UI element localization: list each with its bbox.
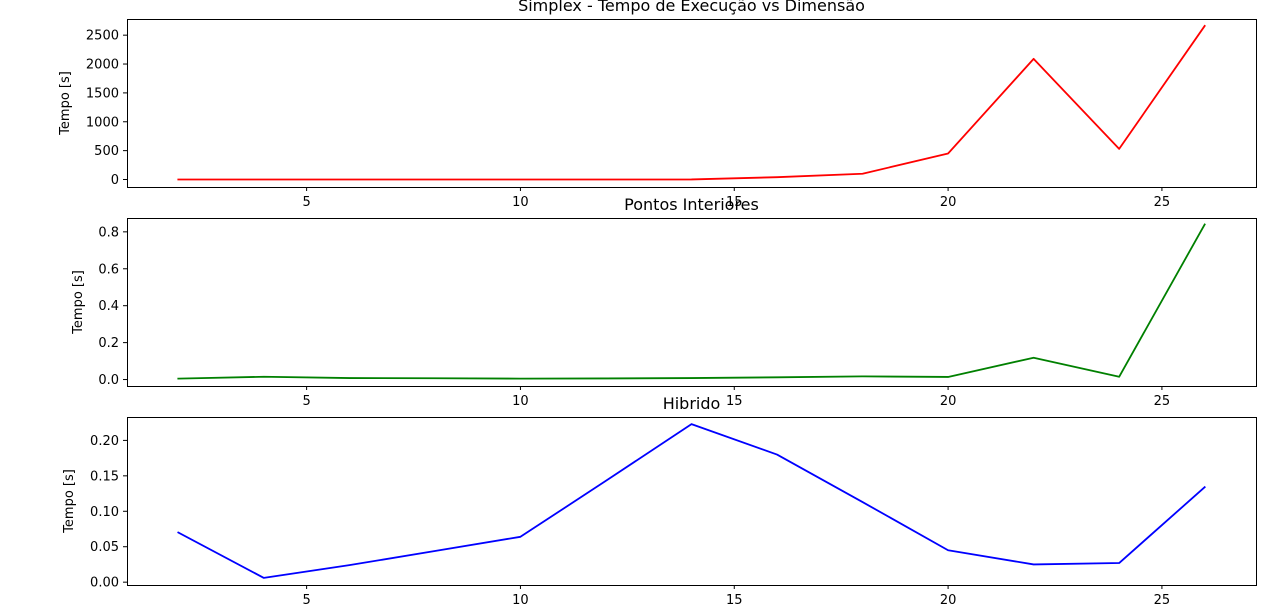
series-line-2-1 bbox=[177, 223, 1206, 380]
y-tick-label: 2500 bbox=[86, 29, 119, 44]
y-tick-label: 0.00 bbox=[90, 576, 119, 591]
y-axis-label: Tempo [s] bbox=[58, 71, 73, 136]
series-line-3-1 bbox=[177, 423, 1206, 579]
x-tick-label: 25 bbox=[1154, 394, 1171, 409]
axes-frame bbox=[127, 417, 1257, 586]
y-tick-label: 1000 bbox=[86, 115, 119, 130]
axes-frame bbox=[127, 218, 1257, 387]
x-tick-label: 15 bbox=[726, 195, 743, 210]
y-tick-label: 0.8 bbox=[98, 225, 119, 240]
y-tick-label: 500 bbox=[94, 144, 119, 159]
subplot-2: 5 10 15 20 25 0.0 0.2 0.4 0.6 0.8 Tempo [s] Pontos … bbox=[71, 195, 1257, 409]
y-tick-label: 0.4 bbox=[98, 299, 119, 314]
y-tick-label: 1500 bbox=[86, 86, 119, 101]
chart-title: Hibrido bbox=[663, 394, 721, 413]
x-tick-label: 25 bbox=[1154, 195, 1171, 210]
x-tick-label: 10 bbox=[512, 593, 529, 608]
x-tick-label: 20 bbox=[940, 195, 957, 210]
x-tick-label: 5 bbox=[302, 593, 310, 608]
x-tick-label: 5 bbox=[302, 195, 310, 210]
y-tick-label: 0.05 bbox=[90, 540, 119, 555]
y-tick-label: 0.20 bbox=[90, 434, 119, 449]
y-tick-label: 0.15 bbox=[90, 469, 119, 484]
x-tick-label: 15 bbox=[726, 394, 743, 409]
x-tick-label: 10 bbox=[512, 394, 529, 409]
subplot-3: 5 10 15 20 25 0.00 0.05 0.10 0.15 0.20 Tempo [s] Hi… bbox=[62, 394, 1257, 608]
subplot-1: 5 10 15 20 25 0 500 1000 1500 2000 2500 Tempo [s] Si… bbox=[58, 0, 1257, 210]
x-tick-label: 15 bbox=[726, 593, 743, 608]
series-line-1-1 bbox=[177, 24, 1206, 181]
y-axis-label: Tempo [s] bbox=[62, 469, 77, 534]
x-tick-label: 10 bbox=[512, 195, 529, 210]
chart-title: Simplex - Tempo de Execução vs Dimensão bbox=[518, 0, 865, 15]
x-tick-label: 5 bbox=[302, 394, 310, 409]
x-tick-label: 20 bbox=[940, 593, 957, 608]
x-tick-label: 25 bbox=[1154, 593, 1171, 608]
y-tick-label: 2000 bbox=[86, 58, 119, 73]
y-tick-label: 0 bbox=[111, 173, 119, 188]
y-tick-label: 0.6 bbox=[98, 262, 119, 277]
y-tick-label: 0.0 bbox=[98, 373, 119, 388]
y-tick-label: 0.2 bbox=[98, 336, 119, 351]
y-tick-label: 0.10 bbox=[90, 505, 119, 520]
chart-title: Pontos Interiores bbox=[624, 195, 759, 214]
axes-frame bbox=[127, 19, 1257, 188]
x-tick-label: 20 bbox=[940, 394, 957, 409]
y-axis-label: Tempo [s] bbox=[71, 270, 86, 335]
